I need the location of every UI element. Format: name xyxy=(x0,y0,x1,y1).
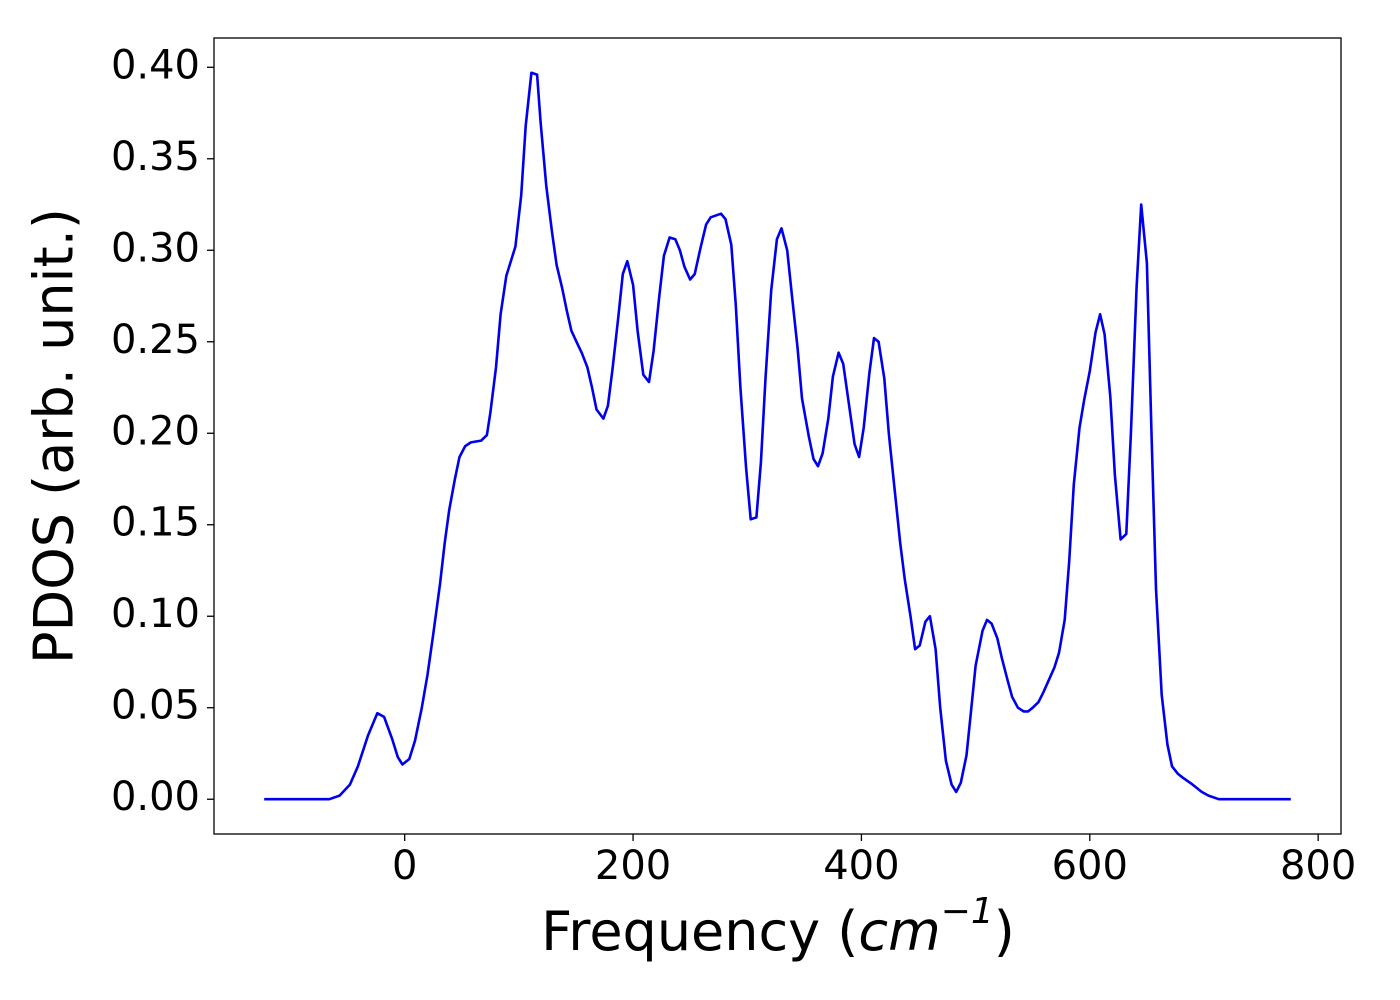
x-label-text: Frequency ( xyxy=(541,900,858,963)
x-tick-label: 800 xyxy=(1280,843,1356,889)
pdos-line xyxy=(264,71,1291,801)
y-tick-label: 0.40 xyxy=(111,42,200,88)
x-axis-label: Frequency (cm−1) xyxy=(541,891,1015,963)
y-tick-label: 0.00 xyxy=(111,774,200,820)
y-tick-label: 0.20 xyxy=(111,408,200,454)
y-tick-label: 0.10 xyxy=(111,591,200,637)
x-tick-label: 200 xyxy=(595,843,671,889)
x-label-close: ) xyxy=(994,900,1015,963)
y-tick-label: 0.35 xyxy=(111,134,200,180)
y-tick-label: 0.30 xyxy=(111,225,200,271)
x-label-math: cm xyxy=(858,900,940,963)
y-tick-label: 0.05 xyxy=(111,683,200,729)
y-tick-label: 0.25 xyxy=(111,317,200,363)
y-axis-label: PDOS (arb. unit.) xyxy=(23,208,86,664)
y-tick-label: 0.15 xyxy=(111,500,200,546)
axes-frame xyxy=(213,37,1342,835)
x-tick-label: 400 xyxy=(823,843,899,889)
x-tick-label: 600 xyxy=(1052,843,1128,889)
x-tick-label: 0 xyxy=(392,843,417,889)
x-label-sup: −1 xyxy=(941,891,994,932)
